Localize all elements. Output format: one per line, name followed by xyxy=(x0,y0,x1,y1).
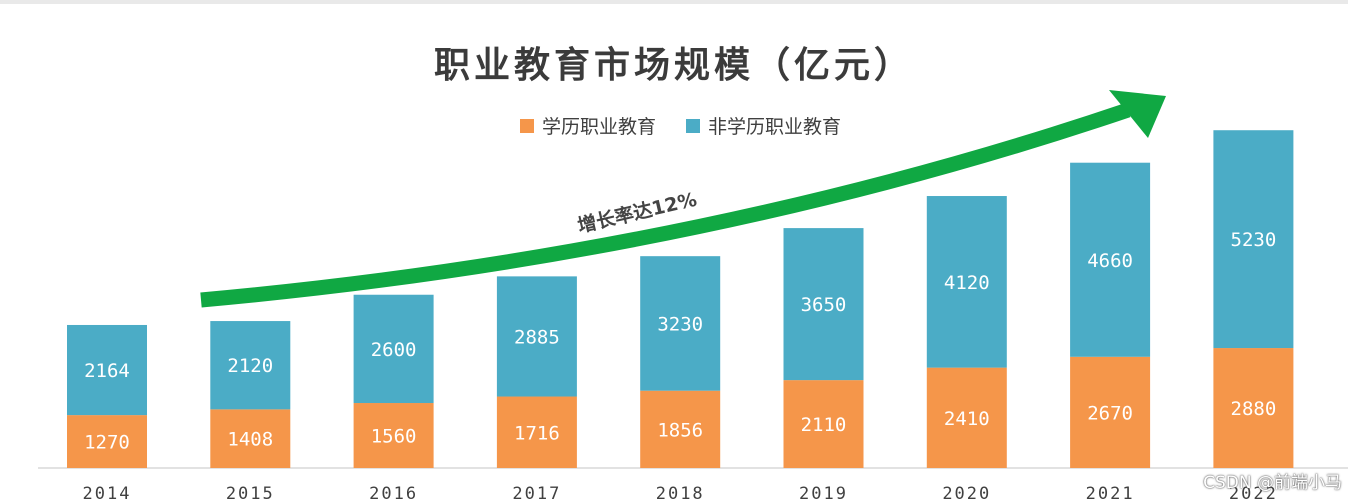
growth-arrow-body xyxy=(200,102,1131,308)
growth-arrow-head xyxy=(1109,90,1166,138)
data-label-diploma-2017: 1716 xyxy=(514,422,560,444)
data-label-non-diploma-2021: 4660 xyxy=(1087,250,1133,272)
x-tick-label-2019: 2019 xyxy=(799,484,848,501)
bar-diploma-2021 xyxy=(1070,356,1151,468)
chart-title: 职业教育市场规模（亿元） xyxy=(433,45,914,86)
legend-label-series-2: 非学历职业教育 xyxy=(708,116,842,138)
data-label-non-diploma-2016: 2600 xyxy=(371,339,417,361)
legend-item-series-2: 非学历职业教育 xyxy=(686,112,841,139)
bar-diploma-2014 xyxy=(67,415,147,468)
data-label-diploma-2022: 2880 xyxy=(1231,398,1277,420)
data-label-non-diploma-2020: 4120 xyxy=(944,272,990,294)
legend-swatch-series-1 xyxy=(520,118,534,133)
bar-non-diploma-2017 xyxy=(496,276,577,397)
legend-label-series-1: 学历职业教育 xyxy=(542,116,657,138)
data-label-diploma-2020: 2410 xyxy=(944,408,990,430)
bars-group xyxy=(67,130,1294,468)
bar-non-diploma-2014 xyxy=(67,324,147,416)
data-label-diploma-2019: 2110 xyxy=(801,414,847,436)
bar-non-diploma-2016 xyxy=(353,294,434,404)
x-tick-label-2018: 2018 xyxy=(656,484,705,501)
bar-non-diploma-2022 xyxy=(1213,130,1294,349)
bar-diploma-2020 xyxy=(926,367,1007,468)
data-label-diploma-2018: 1856 xyxy=(657,419,703,441)
data-label-diploma-2021: 2670 xyxy=(1087,402,1133,424)
data-label-non-diploma-2014: 2164 xyxy=(84,360,130,382)
bar-non-diploma-2020 xyxy=(926,196,1007,368)
watermark: CSDN @前端小马 xyxy=(1203,473,1342,493)
x-tick-label-2021: 2021 xyxy=(1086,484,1135,501)
x-tick-label-2020: 2020 xyxy=(942,484,991,501)
bar-non-diploma-2021 xyxy=(1070,162,1151,357)
bar-non-diploma-2018 xyxy=(640,256,721,391)
data-label-diploma-2015: 1408 xyxy=(227,429,273,451)
x-tick-labels: 2014 2015 2016 2017 2018 2019 2020 2021 2022 xyxy=(83,484,1278,501)
chart-legend: 学历职业教育 非学历职业教育 xyxy=(520,112,841,139)
x-tick-label-2017: 2017 xyxy=(512,484,561,501)
legend-item-series-1: 学历职业教育 xyxy=(520,112,656,139)
x-tick-label-2016: 2016 xyxy=(369,484,418,501)
data-label-non-diploma-2015: 2120 xyxy=(227,355,273,377)
x-tick-label-2022: 2022 xyxy=(1229,484,1278,501)
data-label-diploma-2016: 1560 xyxy=(371,426,417,448)
top-border xyxy=(0,0,1348,4)
data-label-non-diploma-2018: 3230 xyxy=(657,313,703,335)
bar-diploma-2019 xyxy=(783,380,864,468)
bar-diploma-2016 xyxy=(353,403,434,468)
legend-swatch-series-2 xyxy=(686,118,701,133)
data-label-non-diploma-2022: 5230 xyxy=(1231,229,1277,251)
bar-diploma-2015 xyxy=(210,409,291,468)
x-tick-label-2015: 2015 xyxy=(226,484,275,501)
bar-non-diploma-2019 xyxy=(783,228,864,381)
data-label-non-diploma-2019: 3650 xyxy=(801,294,847,316)
bar-diploma-2022 xyxy=(1213,348,1294,468)
data-label-non-diploma-2017: 2885 xyxy=(514,326,560,348)
labels-group: 1270 2164 1408 2120 1560 2600 1716 2885 1856 3230… xyxy=(84,229,1276,453)
bar-diploma-2018 xyxy=(640,390,721,468)
data-label-diploma-2014: 1270 xyxy=(84,432,130,454)
bar-non-diploma-2015 xyxy=(210,321,291,410)
bar-diploma-2017 xyxy=(496,396,577,468)
x-tick-label-2014: 2014 xyxy=(83,484,132,501)
